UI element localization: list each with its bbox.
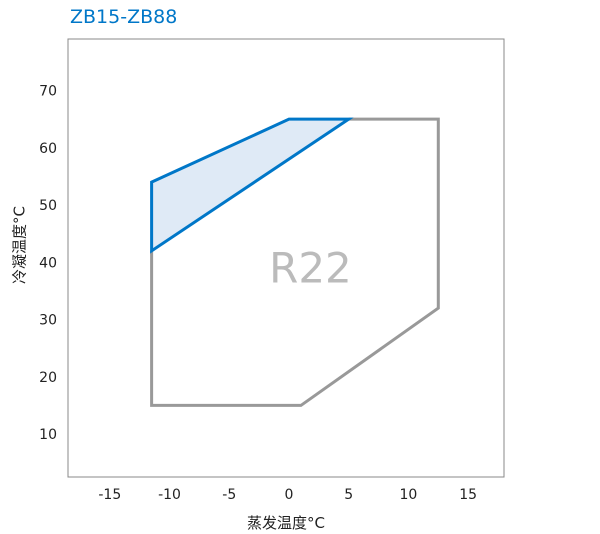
blue-envelope-line [150,117,354,254]
chart-title: ZB15-ZB88 [70,6,178,28]
y-tick-label: 50 [39,198,57,214]
x-tick-label: -10 [158,487,181,503]
x-tick-label: 15 [459,487,477,503]
plot-frame [67,38,505,478]
x-tick-label: 5 [344,487,353,503]
y-tick-label: 70 [39,84,57,100]
y-tick-label: 10 [39,427,57,443]
x-tick-label: -5 [222,487,236,503]
x-axis-label: 蒸发温度°C [247,514,325,532]
y-tick-label: 20 [39,370,57,386]
y-tick-label: 60 [39,141,57,157]
y-tick-label: 40 [39,255,57,271]
y-tick-label: 30 [39,313,57,329]
grey-envelope-line [150,117,440,407]
x-tick-label: -15 [98,487,121,503]
x-tick-label: 10 [400,487,418,503]
refrigerant-annotation: R22 [269,243,352,292]
x-tick-label: 0 [285,487,294,503]
